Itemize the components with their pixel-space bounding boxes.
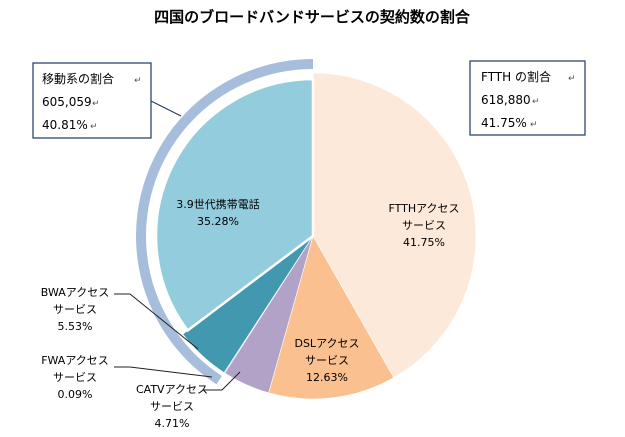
slice-category-label: BWAアクセス [41, 286, 109, 299]
ftth-callout-frame [469, 60, 586, 136]
slice-category-label: FWAアクセス [41, 354, 109, 367]
slice-category-label: FTTHアクセス [388, 202, 459, 215]
mobile-callout-percent: 40.81% [42, 118, 88, 132]
return-mark: ↵ [92, 99, 100, 109]
ftth-share-callout: FTTH の割合 ↵ 618,880 ↵ 41.75% ↵ [469, 60, 586, 136]
slice-layer [154, 72, 477, 400]
slice-category-label: 3.9世代携帯電話 [176, 197, 260, 211]
slice-category-label: サービス [53, 303, 97, 316]
mobile-share-callout: 移動系の割合 ↵ 605,059 ↵ 40.81% ↵ [32, 62, 152, 139]
ftth-callout-percent: 41.75% [481, 116, 527, 130]
slice-value-label: 0.09% [58, 388, 93, 401]
slice-value-label: 5.53% [58, 320, 93, 333]
pie-slice [268, 235, 395, 400]
slice-value-label: 4.71% [155, 417, 190, 430]
return-mark: ↵ [530, 120, 538, 130]
leader-line [203, 371, 241, 391]
return-mark: ↵ [134, 76, 142, 86]
pie-slice [312, 72, 477, 379]
ftth-callout-count: 618,880 [481, 93, 531, 107]
slice-category-label: サービス [53, 371, 97, 384]
slice-category-label: DSLアクセス [294, 337, 359, 350]
slice-category-label: サービス [150, 400, 194, 413]
ftth-callout-title: FTTH の割合 [481, 69, 551, 84]
return-mark: ↵ [532, 97, 540, 107]
return-mark: ↵ [568, 74, 576, 84]
leader-line-layer [114, 293, 241, 391]
mobile-callout-count: 605,059 [42, 95, 92, 109]
mobile-callout-title: 移動系の割合 [42, 71, 114, 86]
leader-line [114, 293, 199, 350]
chart-title: 四国のブロードバンドサービスの契約数の割合 [154, 8, 471, 26]
mobile-callout-pointer [150, 100, 182, 117]
slice-value-label: 41.75% [403, 236, 445, 249]
pie-slice [182, 235, 314, 374]
leader-line [114, 366, 213, 378]
mobile-callout-frame [32, 62, 152, 139]
return-mark: ↵ [90, 122, 98, 132]
slice-category-label: サービス [305, 354, 349, 367]
slice-category-label: CATVアクセス [136, 383, 208, 396]
slice-value-label: 12.63% [306, 371, 348, 384]
slice-value-label: 35.28% [197, 215, 239, 228]
slice-label-layer: FTTHアクセスサービス41.75%DSLアクセスサービス12.63%CATVア… [41, 197, 460, 430]
pie-slice [154, 77, 315, 333]
slice-category-label: サービス [402, 219, 446, 232]
